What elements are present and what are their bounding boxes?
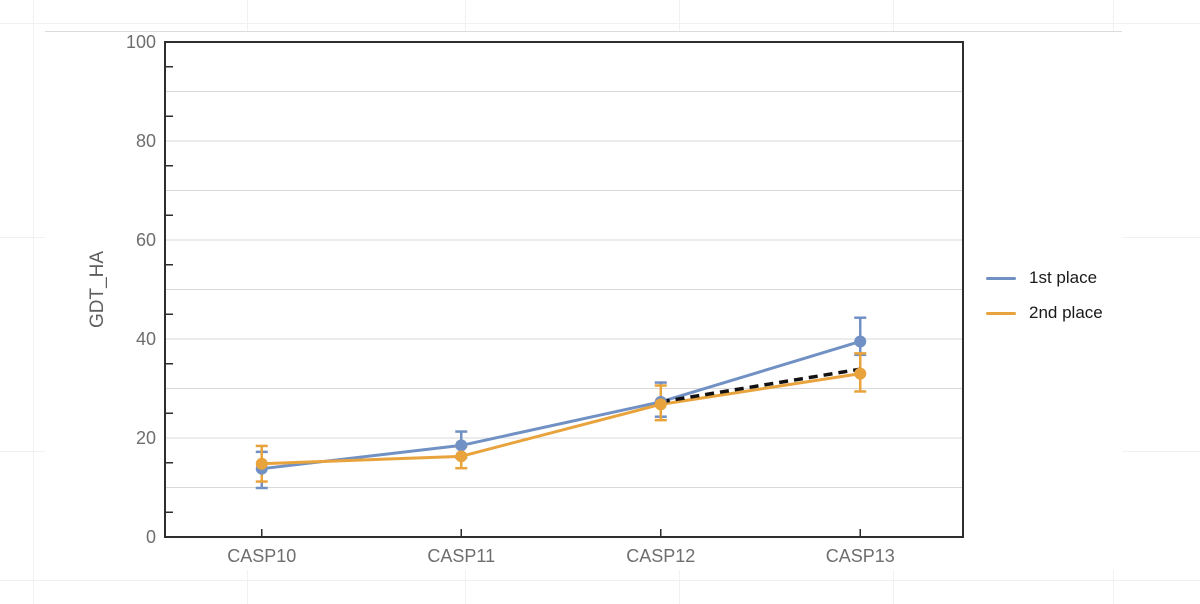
x-tick-label: CASP10: [227, 546, 296, 566]
y-tick-label: 60: [136, 230, 156, 250]
plot-border: [164, 41, 964, 538]
chart-canvas: [45, 31, 1122, 570]
y-tick-label: 80: [136, 131, 156, 151]
legend-line-swatch-blue: [986, 276, 1016, 280]
data-point-marker: [654, 398, 667, 411]
x-tick-label: CASP13: [826, 546, 895, 566]
background-gridline-horizontal: [0, 23, 1200, 24]
legend-item-1st-place: 1st place: [986, 266, 1103, 290]
data-point-marker: [455, 439, 468, 452]
legend-label-1st-place: 1st place: [1029, 268, 1098, 287]
data-point-marker: [854, 367, 867, 380]
background-gridline-horizontal: [0, 580, 1200, 581]
y-tick-label: 0: [146, 527, 156, 547]
series-line: [261, 372, 861, 466]
chart-legend: 1st place 2nd place: [986, 266, 1103, 336]
y-axis-title: GDT_HA: [87, 251, 108, 328]
trend-dashed-line: [660, 367, 861, 404]
data-point-marker: [255, 457, 268, 470]
y-tick-label: 20: [136, 428, 156, 448]
x-tick-label: CASP11: [427, 546, 495, 566]
legend-item-2nd-place: 2nd place: [986, 301, 1103, 325]
legend-label-2nd-place: 2nd place: [1029, 303, 1103, 322]
x-tick-label: CASP12: [626, 546, 695, 566]
legend-line-swatch-orange: [986, 311, 1016, 315]
y-tick-label: 100: [126, 32, 156, 52]
data-point-marker: [854, 335, 867, 348]
data-point-marker: [455, 450, 468, 463]
series-line: [261, 340, 861, 471]
y-tick-label: 40: [136, 329, 156, 349]
background-gridline-vertical: [33, 0, 34, 604]
